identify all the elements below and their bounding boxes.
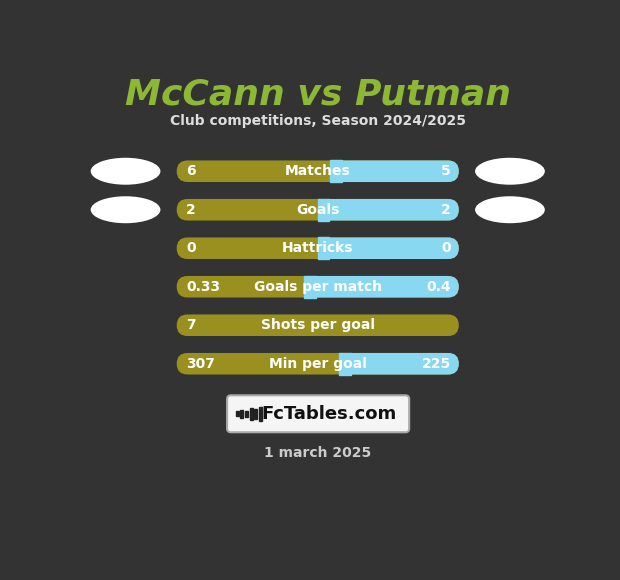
FancyBboxPatch shape xyxy=(330,161,459,182)
Bar xyxy=(317,199,329,220)
Text: Shots per goal: Shots per goal xyxy=(261,318,374,332)
Text: 1 march 2025: 1 march 2025 xyxy=(264,446,371,460)
Text: 225: 225 xyxy=(422,357,451,371)
Bar xyxy=(330,161,342,182)
Bar xyxy=(236,411,239,416)
Text: 2: 2 xyxy=(441,203,451,217)
Text: 0: 0 xyxy=(441,241,451,255)
Text: 0: 0 xyxy=(186,241,196,255)
Text: 307: 307 xyxy=(186,357,215,371)
FancyBboxPatch shape xyxy=(317,237,459,259)
FancyBboxPatch shape xyxy=(340,353,459,375)
FancyBboxPatch shape xyxy=(177,353,459,375)
Bar xyxy=(317,237,329,259)
Bar xyxy=(241,410,243,418)
Text: Club competitions, Season 2024/2025: Club competitions, Season 2024/2025 xyxy=(170,114,466,128)
FancyBboxPatch shape xyxy=(317,199,459,220)
FancyBboxPatch shape xyxy=(177,314,459,336)
Text: 2: 2 xyxy=(186,203,196,217)
Text: 6: 6 xyxy=(186,164,196,178)
Text: 7: 7 xyxy=(186,318,196,332)
Bar xyxy=(254,409,257,419)
Bar xyxy=(259,407,262,420)
Text: 5: 5 xyxy=(441,164,451,178)
Ellipse shape xyxy=(475,158,545,184)
Text: Goals per match: Goals per match xyxy=(254,280,382,293)
Ellipse shape xyxy=(91,158,161,184)
FancyBboxPatch shape xyxy=(177,237,459,259)
FancyBboxPatch shape xyxy=(177,199,459,220)
Text: McCann vs Putman: McCann vs Putman xyxy=(125,77,511,111)
Ellipse shape xyxy=(475,196,545,223)
Bar xyxy=(340,353,351,375)
FancyBboxPatch shape xyxy=(227,396,409,432)
Ellipse shape xyxy=(91,196,161,223)
FancyBboxPatch shape xyxy=(304,276,459,298)
Text: 0.4: 0.4 xyxy=(427,280,451,293)
Text: Goals: Goals xyxy=(296,203,339,217)
Text: Min per goal: Min per goal xyxy=(269,357,366,371)
Bar xyxy=(245,411,248,417)
FancyBboxPatch shape xyxy=(177,276,459,298)
FancyBboxPatch shape xyxy=(177,161,459,182)
Bar xyxy=(249,408,253,419)
Text: Matches: Matches xyxy=(285,164,351,178)
Bar xyxy=(304,276,316,298)
Text: Hattricks: Hattricks xyxy=(282,241,353,255)
Text: FcTables.com: FcTables.com xyxy=(262,405,397,423)
Text: 0.33: 0.33 xyxy=(186,280,220,293)
